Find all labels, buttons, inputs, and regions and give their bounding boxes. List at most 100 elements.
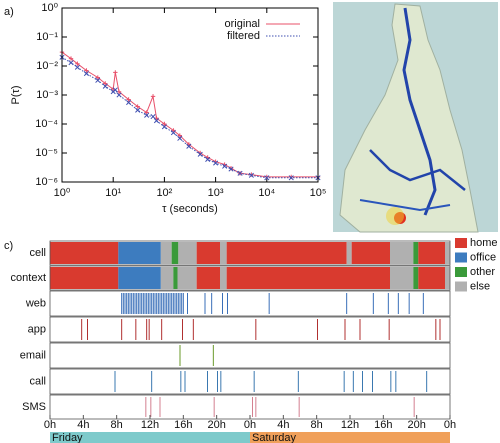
x-axis-label: τ (seconds) [162,203,218,215]
segment [413,242,419,264]
row-label: web [25,297,46,309]
marker [75,61,80,66]
segment [418,242,445,264]
x-tick-label: 16h [174,419,192,431]
legend-swatch [455,252,467,263]
segment [196,267,220,289]
segment [390,267,414,289]
marker [150,114,156,120]
segment [390,242,414,264]
x-tick-label: 0h [244,419,256,431]
legend-label: else [470,280,490,292]
marker [95,77,101,83]
legend-swatch [455,281,467,292]
marker [135,104,140,109]
x-tick-label: 10⁵ [310,187,327,199]
panel-label: c) [4,240,13,252]
segment [171,242,179,264]
x-tick-label: 20h [407,419,425,431]
y-axis-label: P(τ) [10,85,22,104]
map-track [402,7,437,216]
segment [196,242,220,264]
segment [226,242,347,264]
marker [102,83,108,89]
x-tick-label: 0h [444,419,456,431]
row-frame [49,240,451,266]
legend-swatch [455,238,467,248]
y-tick-label: 10⁻⁴ [35,118,58,130]
x-tick-label: 4h [277,419,289,431]
marker [248,172,254,178]
segment [50,267,119,289]
marker [74,64,80,70]
segment [226,267,390,289]
marker [177,135,183,141]
marker [103,81,108,86]
row-label: call [29,375,46,387]
map-land [339,3,479,233]
marker [171,128,176,133]
map-track [359,199,451,212]
segment [418,267,445,289]
legend-label: filtered [227,30,260,42]
segment [160,242,172,264]
segment [445,242,450,264]
marker [144,112,150,118]
x-tick-label: 10⁰ [54,187,71,199]
segment [351,242,390,264]
x-tick-label: 10⁴ [258,187,275,199]
marker [177,133,183,138]
marker [68,56,74,61]
segment [178,242,197,264]
y-tick-label: 10⁻¹ [36,31,58,43]
x-tick-label: 20h [207,419,225,431]
marker [170,130,176,136]
y-tick-label: 10⁻⁵ [35,147,58,159]
panel-label: a) [4,6,14,18]
x-tick-label: 10² [156,187,172,199]
marker [249,172,254,177]
marker [161,124,167,130]
marker [116,92,122,98]
x-tick-label: 12h [141,419,159,431]
map [333,2,498,233]
legend-label: other [470,266,495,278]
row-frame [49,316,451,343]
plot-frame [61,7,319,183]
marker [228,166,234,172]
series-line [61,56,318,179]
row-frame [49,265,451,291]
segment [118,242,161,264]
marker [84,68,89,73]
marker [153,118,160,124]
x-tick-label: 12h [341,419,359,431]
row-label: SMS [22,401,46,413]
marker [113,70,118,75]
marker [197,151,203,157]
x-tick-label: 8h [111,419,123,431]
day-bar [250,432,450,443]
row-label: cell [29,247,46,259]
marker [205,156,211,162]
legend-label: original [225,18,260,30]
row-label: app [28,323,46,335]
marker [288,175,294,181]
marker [162,121,167,127]
map-hotspot [386,207,404,225]
marker [150,94,156,99]
marker [186,143,192,149]
marker [112,87,118,93]
marker [95,75,100,80]
legend-label: home [470,237,498,249]
marker [83,70,89,77]
y-tick-label: 10⁻² [36,60,58,72]
marker [126,99,132,106]
row-frame [49,342,451,369]
marker [126,97,131,102]
segment [118,267,161,289]
day-label: Friday [52,432,83,443]
row-label: context [11,272,46,284]
legend-swatch [455,267,467,277]
